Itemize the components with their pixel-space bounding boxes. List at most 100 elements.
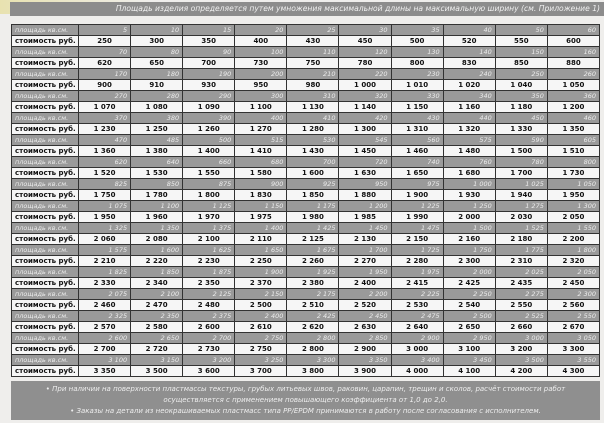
area-cell: 10 bbox=[130, 24, 184, 36]
cost-cell: 3 700 bbox=[234, 365, 288, 377]
cost-cell: 1 400 bbox=[182, 145, 236, 157]
area-cell: 310 bbox=[286, 90, 340, 102]
area-cell: 390 bbox=[182, 112, 236, 124]
area-cell: 1 150 bbox=[234, 200, 288, 212]
cost-cell: 2 320 bbox=[546, 255, 601, 267]
cost-cell: 1 830 bbox=[234, 189, 288, 201]
cost-cell: 4 100 bbox=[442, 365, 496, 377]
cost-label: стоимость руб. bbox=[11, 145, 79, 157]
area-cell: 30 bbox=[338, 24, 392, 36]
area-cell: 40 bbox=[442, 24, 496, 36]
cost-cell: 1 000 bbox=[338, 79, 392, 91]
area-cell: 2 425 bbox=[286, 310, 340, 322]
cost-cell: 1 350 bbox=[546, 123, 601, 135]
cost-cell: 600 bbox=[546, 35, 601, 47]
area-cell: 400 bbox=[234, 112, 288, 124]
area-cell: 2 075 bbox=[77, 288, 132, 300]
cost-cell: 800 bbox=[390, 57, 444, 69]
cost-cell: 2 280 bbox=[390, 255, 444, 267]
area-cell: 15 bbox=[182, 24, 236, 36]
area-cell: 230 bbox=[390, 68, 444, 80]
cost-cell: 2 100 bbox=[182, 233, 236, 245]
cost-row: стоимость руб. 1 520 1 530 1 550 1 580 1 600 1… bbox=[11, 167, 601, 179]
area-cell: 430 bbox=[390, 112, 444, 124]
area-cell: 80 bbox=[130, 46, 184, 58]
cost-cell: 2 580 bbox=[130, 321, 184, 333]
cost-cell: 1 310 bbox=[390, 123, 444, 135]
area-cell: 350 bbox=[494, 90, 548, 102]
cost-cell: 1 600 bbox=[286, 167, 340, 179]
cost-cell: 1 630 bbox=[338, 167, 392, 179]
cost-cell: 2 180 bbox=[494, 233, 548, 245]
area-label: площадь кв.см. bbox=[11, 310, 79, 322]
cost-cell: 250 bbox=[77, 35, 132, 47]
cost-cell: 1 280 bbox=[286, 123, 340, 135]
cost-cell: 1 975 bbox=[234, 211, 288, 223]
area-cell: 150 bbox=[494, 46, 548, 58]
cost-cell: 1 985 bbox=[338, 211, 392, 223]
area-cell: 440 bbox=[442, 112, 496, 124]
cost-cell: 830 bbox=[442, 57, 496, 69]
cost-row: стоимость руб. 1 070 1 080 1 090 1 100 1 130 1… bbox=[11, 101, 601, 113]
cost-label: стоимость руб. bbox=[11, 167, 79, 179]
cost-cell: 2 500 bbox=[234, 299, 288, 311]
cost-cell: 1 020 bbox=[442, 79, 496, 91]
cost-cell: 1 800 bbox=[182, 189, 236, 201]
area-cell: 620 bbox=[77, 156, 132, 168]
area-cell: 170 bbox=[77, 68, 132, 80]
area-cell: 70 bbox=[77, 46, 132, 58]
area-row: площадь кв.см. 5 10 15 20 25 30 35 40 50 60 bbox=[11, 24, 601, 36]
cost-cell: 1 380 bbox=[130, 145, 184, 157]
cost-cell: 2 670 bbox=[546, 321, 601, 333]
area-label: площадь кв.см. bbox=[11, 354, 79, 366]
area-label: площадь кв.см. bbox=[11, 266, 79, 278]
area-cell: 1 075 bbox=[77, 200, 132, 212]
area-cell: 200 bbox=[234, 68, 288, 80]
area-cell: 3 300 bbox=[286, 354, 340, 366]
area-cell: 1 000 bbox=[442, 178, 496, 190]
cost-cell: 620 bbox=[77, 57, 132, 69]
cost-cell: 1 360 bbox=[77, 145, 132, 157]
cost-cell: 1 780 bbox=[130, 189, 184, 201]
cost-cell: 1 700 bbox=[494, 167, 548, 179]
area-cell: 280 bbox=[130, 90, 184, 102]
area-cell: 1 400 bbox=[234, 222, 288, 234]
cost-cell: 1 430 bbox=[286, 145, 340, 157]
area-cell: 3 450 bbox=[442, 354, 496, 366]
area-cell: 1 500 bbox=[442, 222, 496, 234]
cost-cell: 2 220 bbox=[130, 255, 184, 267]
area-cell: 1 875 bbox=[182, 266, 236, 278]
cost-cell: 2 400 bbox=[338, 277, 392, 289]
footer-notes: • При наличии на поверхности пластмассы … bbox=[11, 381, 600, 420]
area-cell: 130 bbox=[390, 46, 444, 58]
area-row: площадь кв.см. 2 075 2 100 2 125 2 150 2 175 2… bbox=[11, 288, 601, 300]
area-cell: 2 225 bbox=[390, 288, 444, 300]
cost-cell: 1 230 bbox=[77, 123, 132, 135]
cost-cell: 3 350 bbox=[77, 365, 132, 377]
area-cell: 3 400 bbox=[390, 354, 444, 366]
cost-cell: 1 140 bbox=[338, 101, 392, 113]
area-row: площадь кв.см. 1 825 1 850 1 875 1 900 1 925 1… bbox=[11, 266, 601, 278]
cost-cell: 520 bbox=[442, 35, 496, 47]
area-cell: 2 750 bbox=[234, 332, 288, 344]
area-label: площадь кв.см. bbox=[11, 90, 79, 102]
area-cell: 370 bbox=[77, 112, 132, 124]
area-row: площадь кв.см. 170 180 190 200 210 220 230 240 25… bbox=[11, 68, 601, 80]
area-cell: 680 bbox=[234, 156, 288, 168]
area-cell: 3 050 bbox=[546, 332, 601, 344]
area-cell: 1 775 bbox=[494, 244, 548, 256]
cost-cell: 3 000 bbox=[390, 343, 444, 355]
cost-cell: 550 bbox=[494, 35, 548, 47]
area-cell: 110 bbox=[286, 46, 340, 58]
area-cell: 35 bbox=[390, 24, 444, 36]
area-cell: 1 175 bbox=[286, 200, 340, 212]
area-cell: 1 300 bbox=[546, 200, 601, 212]
area-label: площадь кв.см. bbox=[11, 244, 79, 256]
area-cell: 2 950 bbox=[442, 332, 496, 344]
area-cell: 1 200 bbox=[338, 200, 392, 212]
cost-cell: 1 510 bbox=[546, 145, 601, 157]
cost-cell: 1 850 bbox=[286, 189, 340, 201]
cost-cell: 2 250 bbox=[234, 255, 288, 267]
area-cell: 850 bbox=[130, 178, 184, 190]
area-row: площадь кв.см. 2 600 2 650 2 700 2 750 2 800 2… bbox=[11, 332, 601, 344]
